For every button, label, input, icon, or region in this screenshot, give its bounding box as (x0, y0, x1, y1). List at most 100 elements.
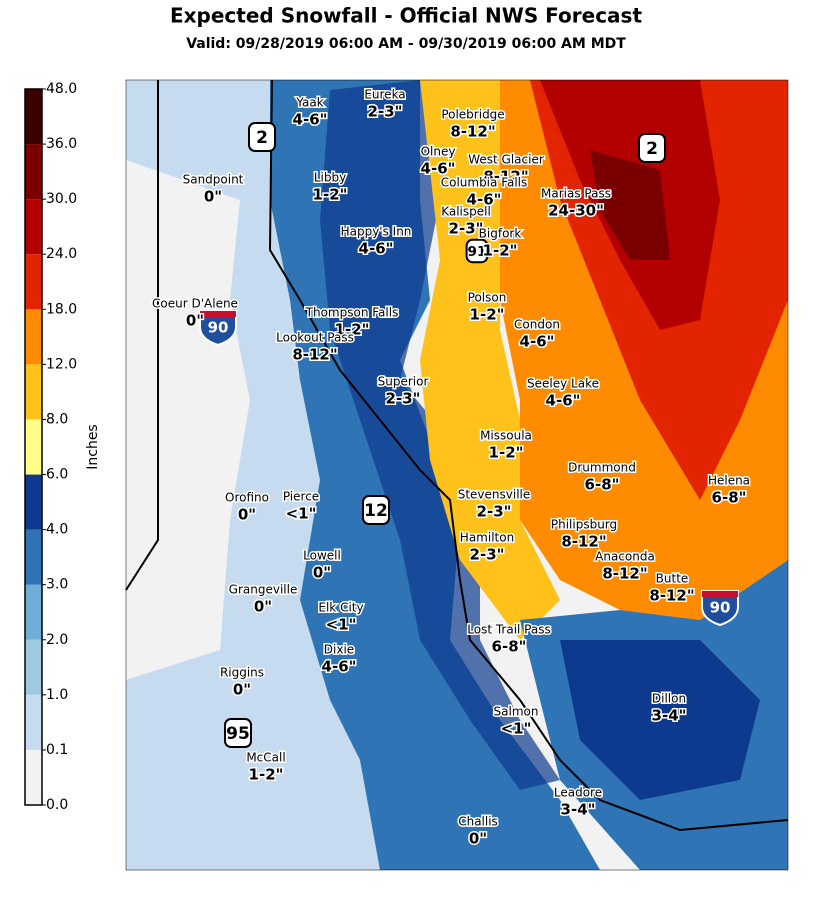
snow-amount: 4-6" (467, 191, 502, 209)
highway-shield: 2 (248, 122, 276, 152)
shield-shape (465, 238, 489, 264)
colorbar-band (25, 309, 42, 365)
colorbar-tick-label: 3.0 (46, 577, 68, 593)
shield-label: 95 (226, 724, 250, 744)
colorbar-band (25, 364, 42, 420)
snow-amount: 2-3" (386, 390, 421, 408)
place-name: Lost Trail Pass (467, 623, 550, 637)
snow-amount: 8-12" (483, 168, 528, 186)
place-name: Eureka (364, 88, 405, 102)
colorbar-tick-label: 18.0 (46, 301, 77, 317)
snow-amount: 0" (238, 506, 256, 524)
place-name: Riggins (220, 666, 264, 680)
place-name: Libby (314, 171, 346, 185)
place-name: Polson (468, 291, 507, 305)
snow-amount: 4-6" (421, 160, 456, 178)
map (125, 79, 789, 871)
colorbar-band (25, 639, 42, 695)
snow-amount: 1-2" (470, 306, 505, 324)
place-name: Helena (708, 474, 750, 488)
place-name: Lookout Pass (276, 331, 354, 345)
snow-amount: 0" (254, 598, 272, 616)
snow-amount: 8-12" (602, 565, 647, 583)
highway-shield: 95 (224, 718, 252, 748)
snow-amount: 0" (233, 681, 251, 699)
colorbar-tick-label: 4.0 (46, 522, 68, 538)
colorbar-band (25, 144, 42, 200)
place-name: Sandpoint (183, 173, 244, 187)
place-name: Butte (656, 572, 689, 586)
place-name: Polebridge (441, 108, 504, 122)
place-name: Marias Pass (541, 187, 611, 201)
colorbar-tick-label: 0.0 (46, 797, 68, 813)
colorbar-band (25, 254, 42, 310)
snow-amount: <1" (286, 505, 317, 523)
highway-shield: 12 (362, 495, 390, 525)
place-name: Coeur D'Alene (152, 297, 238, 311)
snow-amount: 2-3" (368, 103, 403, 121)
snow-amount: 4-6" (520, 333, 555, 351)
snow-amount: 8-12" (561, 533, 606, 551)
snow-amount: 4-6" (322, 658, 357, 676)
place-name: Salmon (494, 705, 539, 719)
place-name: Columbia Falls (441, 176, 528, 190)
shield-shape (224, 718, 252, 748)
place-name: Thompson Falls (305, 306, 399, 320)
place-name: Bigfork (479, 227, 522, 241)
title: Expected Snowfall - Official NWS Forecas… (170, 4, 642, 28)
snow-amount: 4-6" (359, 240, 394, 258)
colorbar-frame (24, 88, 43, 806)
colorbar-tick-label: 0.1 (46, 742, 68, 758)
snow-amount: <1" (326, 616, 357, 634)
colorbar-tick-label: 1.0 (46, 687, 68, 703)
colorbar-tick-label: 2.0 (46, 632, 68, 648)
place-name: Happy's Inn (341, 225, 412, 239)
colorbar-tick-label: 30.0 (46, 191, 77, 207)
shield-band (200, 311, 236, 317)
place-name: Anaconda (595, 550, 655, 564)
colorbar-tick-label: 36.0 (46, 136, 77, 152)
colorbar-band (25, 199, 42, 255)
shield-label: 91 (468, 244, 487, 260)
shield-band (702, 591, 738, 597)
snow-amount: 1-2" (335, 321, 370, 339)
place-name: Missoula (480, 429, 532, 443)
snow-amount: 1-2" (489, 444, 524, 462)
snow-amount: 0" (204, 188, 222, 206)
place-name: Grangeville (229, 583, 298, 597)
place-name: Kalispell (441, 205, 491, 219)
snow-amount: 2-3" (470, 546, 505, 564)
place-name: Seeley Lake (527, 377, 599, 391)
place-name: Philipsburg (551, 518, 617, 532)
place-name: Stevensville (458, 488, 531, 502)
highway-shield: 90 (199, 310, 237, 347)
place-name: West Glacier (468, 153, 544, 167)
snow-amount: 0" (469, 830, 487, 848)
colorbar-band (25, 529, 42, 585)
colorbar-band (25, 89, 42, 145)
snow-amount: 1-2" (249, 766, 284, 784)
snow-amount: 24-30" (548, 202, 604, 220)
place-name: Orofino (225, 491, 269, 505)
colorbar-band (25, 474, 42, 530)
snow-amount: 6-8" (585, 476, 620, 494)
colorbar-label: Inches (85, 424, 101, 469)
place-name: Dillon (652, 692, 686, 706)
colorbar-band (25, 694, 42, 750)
shield-shape (362, 495, 390, 525)
shield-label: 90 (208, 319, 229, 337)
snow-amount: <1" (501, 720, 532, 738)
colorbar-tick-label: 6.0 (46, 467, 68, 483)
colorbar-tick-label: 24.0 (46, 246, 77, 262)
colorbar-band (25, 419, 42, 475)
colorbar-band (25, 749, 42, 805)
colorbar-tick-label: 48.0 (46, 81, 77, 97)
place-name: Challis (458, 815, 498, 829)
place-name: Lowell (303, 549, 341, 563)
place-name: Leadore (554, 786, 602, 800)
place-name: Hamilton (460, 531, 514, 545)
snow-amount: 6-8" (712, 489, 747, 507)
snow-amount: 4-6" (293, 111, 328, 129)
shield-shape (199, 310, 237, 347)
